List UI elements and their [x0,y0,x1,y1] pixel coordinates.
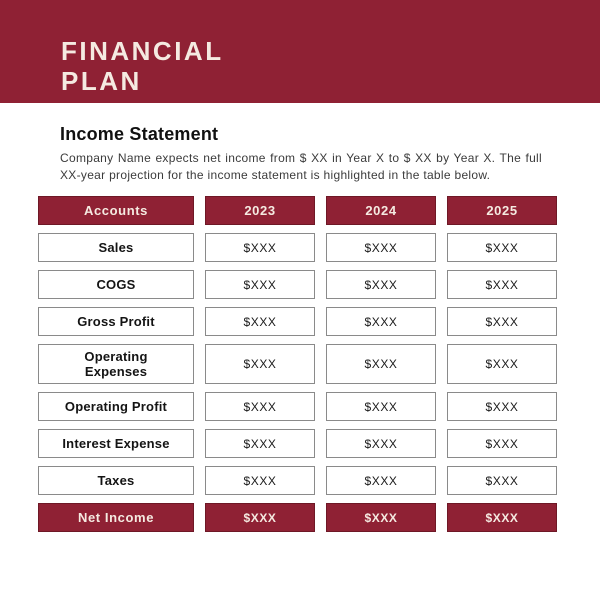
header-cell-accounts: Accounts [38,196,194,225]
account-cell-sales: Sales [38,233,194,262]
account-cell-gross-profit: Gross Profit [38,307,194,336]
account-cell-operating-expenses: Operating Expenses [38,344,194,384]
value-cell: $XXX [447,344,557,384]
section-description: Company Name expects net income from $ X… [60,151,542,182]
value-cell: $XXX [447,307,557,336]
header-cell-2023: 2023 [205,196,315,225]
value-cell: $XXX [326,233,436,262]
value-cell: $XXX [326,503,436,532]
value-cell: $XXX [205,270,315,299]
income-statement-section: Income Statement Company Name expects ne… [60,124,542,184]
account-cell-cogs: COGS [38,270,194,299]
value-cell: $XXX [205,466,315,495]
value-cell: $XXX [326,429,436,458]
value-cell: $XXX [205,429,315,458]
income-statement-table: Accounts 2023 2024 2025 Sales $XXX $XXX … [38,196,557,532]
value-cell: $XXX [447,392,557,421]
value-cell: $XXX [326,307,436,336]
value-cell: $XXX [326,344,436,384]
value-cell: $XXX [205,233,315,262]
header-cell-2025: 2025 [447,196,557,225]
page-title-line-2: PLAN [61,66,142,96]
account-cell-taxes: Taxes [38,466,194,495]
value-cell: $XXX [447,270,557,299]
value-cell: $XXX [205,307,315,336]
section-heading: Income Statement [60,124,219,144]
value-cell: $XXX [205,392,315,421]
header-cell-2024: 2024 [326,196,436,225]
value-cell: $XXX [447,503,557,532]
value-cell: $XXX [447,466,557,495]
account-cell-interest-expense: Interest Expense [38,429,194,458]
account-cell-operating-profit: Operating Profit [38,392,194,421]
header-banner: FINANCIAL PLAN [0,0,600,103]
value-cell: $XXX [205,344,315,384]
page-title-line-1: FINANCIAL [61,36,224,66]
value-cell: $XXX [205,503,315,532]
account-cell-net-income: Net Income [38,503,194,532]
value-cell: $XXX [326,392,436,421]
value-cell: $XXX [447,429,557,458]
value-cell: $XXX [326,466,436,495]
value-cell: $XXX [326,270,436,299]
value-cell: $XXX [447,233,557,262]
